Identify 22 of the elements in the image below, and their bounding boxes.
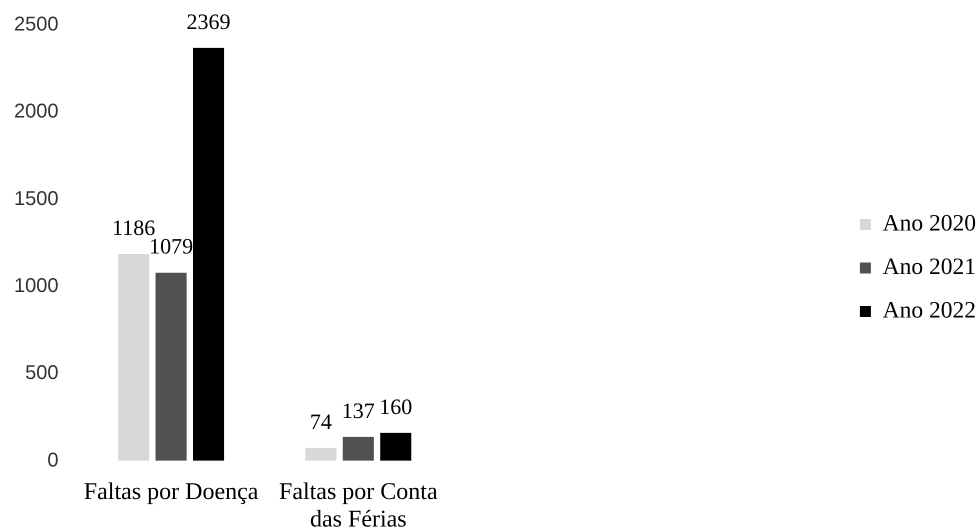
y-tick-label: 500	[25, 362, 58, 384]
data-label: 1186	[112, 215, 156, 240]
legend-label: Ano 2021	[882, 254, 976, 280]
data-label: 160	[379, 394, 412, 419]
bar	[118, 254, 150, 461]
bar	[193, 48, 224, 461]
x-tick-label: Faltas por Doença	[84, 478, 259, 505]
bar	[305, 448, 336, 461]
y-tick-label: 0	[47, 449, 58, 472]
y-tick-label: 1500	[14, 188, 58, 210]
bar	[156, 272, 187, 461]
bar	[380, 432, 412, 461]
data-label: 137	[342, 398, 375, 423]
legend-label: Ano 2022	[882, 298, 976, 324]
y-tick-label: 2000	[14, 100, 58, 123]
x-tick-label: Faltas por Conta das Férias	[278, 478, 438, 531]
data-label: 74	[310, 408, 332, 434]
data-label: 2369	[186, 8, 231, 34]
legend-label: Ano 2020	[882, 210, 976, 237]
y-tick-label: 1000	[14, 274, 58, 297]
bar	[342, 436, 374, 461]
y-tick-label: 2500	[14, 14, 58, 36]
